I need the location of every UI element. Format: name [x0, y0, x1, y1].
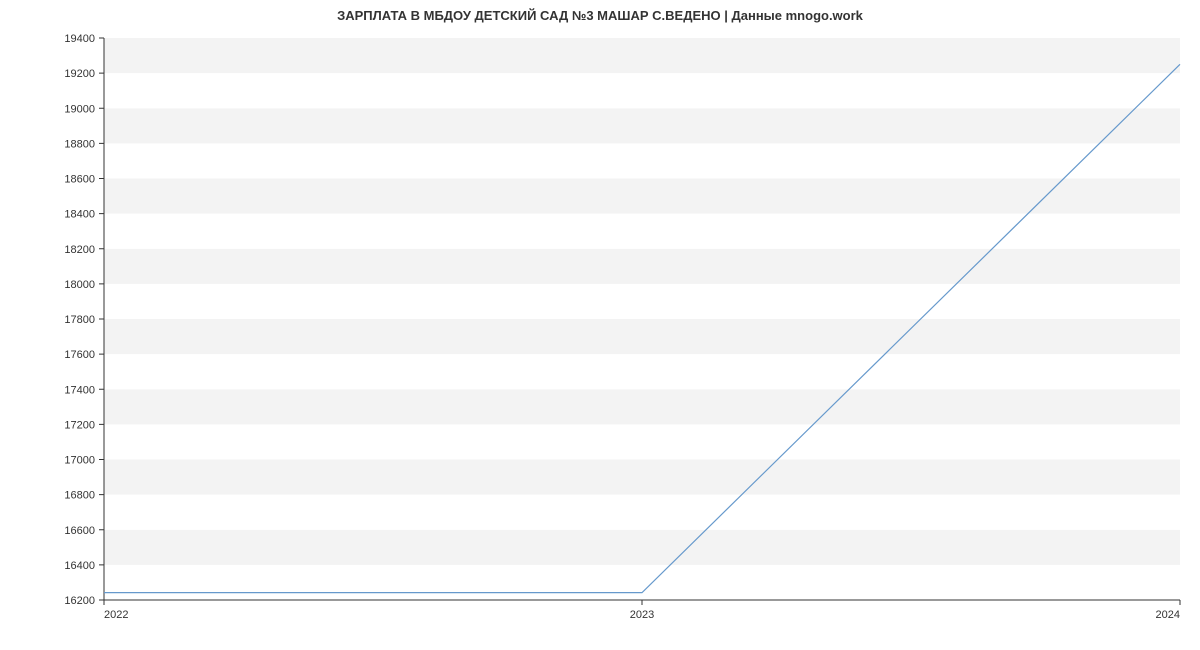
y-tick-label: 19000 — [64, 103, 95, 115]
x-tick-label: 2024 — [1156, 609, 1180, 621]
y-tick-label: 16400 — [64, 560, 95, 572]
y-tick-label: 17600 — [64, 349, 95, 361]
y-tick-label: 17800 — [64, 314, 95, 326]
y-tick-label: 18800 — [64, 138, 95, 150]
y-tick-label: 17200 — [64, 419, 95, 431]
y-tick-label: 17400 — [64, 384, 95, 396]
y-tick-label: 16800 — [64, 490, 95, 502]
y-tick-label: 17000 — [64, 455, 95, 467]
chart-svg: 16200 16400 16600 16800 17000 17200 17400 17600… — [0, 0, 1200, 650]
y-tick-label: 18200 — [64, 244, 95, 256]
y-tick-label: 18600 — [64, 174, 95, 186]
y-tick-label: 16200 — [64, 595, 95, 607]
y-tick-label: 19400 — [64, 33, 95, 45]
y-tick-label: 19200 — [64, 68, 95, 80]
y-tick-label: 18000 — [64, 279, 95, 291]
y-tick-label: 18400 — [64, 209, 95, 221]
salary-line-chart: ЗАРПЛАТА В МБДОУ ДЕТСКИЙ САД №3 МАШАР С.… — [0, 0, 1200, 650]
x-tick-label: 2023 — [630, 609, 654, 621]
y-tick-label: 16600 — [64, 525, 95, 537]
x-tick-label: 2022 — [104, 609, 128, 621]
